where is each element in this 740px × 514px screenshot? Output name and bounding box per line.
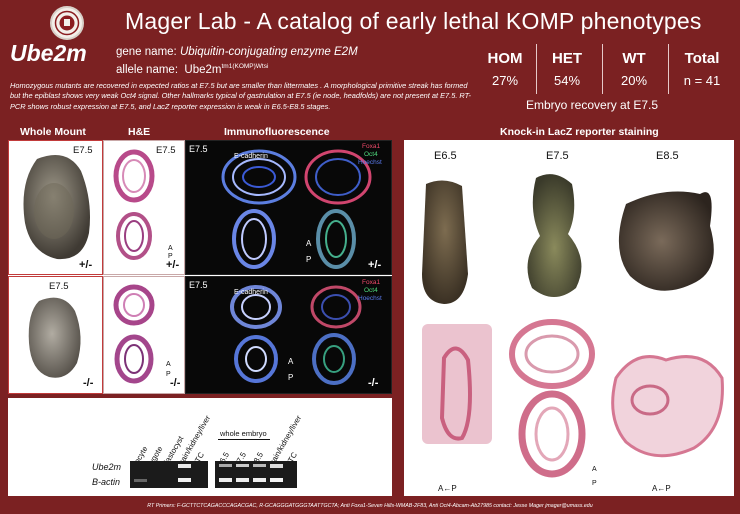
embryo-image-het [23, 155, 90, 260]
genotype-het: +/- [166, 259, 180, 271]
he-het-panel: E7.5 A P +/- [103, 140, 185, 275]
lacz-panel: E6.5 E7.5 E8.5 A←P A P A←P [404, 140, 734, 496]
gene-symbol: Ube2m [10, 40, 87, 66]
lacz-section-images [422, 319, 724, 478]
lacz-axis-ap: A←P [438, 484, 457, 493]
whole-mount-het-panel: E7.5 +/- [8, 140, 103, 275]
if-image-het [221, 149, 372, 269]
axis-a: A [166, 361, 171, 368]
lacz-axis-ap: A←P [652, 484, 671, 493]
ecadherin-label: E-cadherin [234, 289, 268, 296]
stage-label: E7.5 [49, 281, 69, 292]
foxa1-label: Foxa1 [362, 279, 381, 286]
stat-divider [668, 44, 669, 94]
stat-divider [536, 44, 537, 94]
stage-label: E7.5 [189, 144, 208, 154]
lacz-stage-e75: E7.5 [546, 150, 569, 162]
axis-p: P [168, 253, 173, 260]
gene-name: gene name: Ubiquitin-conjugating enzyme … [116, 46, 358, 58]
stat-hom: HOM 27% [487, 50, 523, 88]
allele-name: allele name: Ube2mtm1(KOMP)Wtsi [116, 63, 269, 76]
lacz-whole-mount-images [422, 174, 714, 304]
gel-image-left [130, 461, 208, 488]
lacz-axis-a: A [592, 466, 597, 473]
axis-a: A [288, 357, 294, 366]
embryo-image-hom [28, 297, 81, 378]
axis-p: P [288, 373, 294, 382]
lacz-stage-e85: E8.5 [656, 150, 679, 162]
lacz-stage-e65: E6.5 [434, 150, 457, 162]
gel-group-label: whole embryo [220, 429, 267, 438]
stat-total: Total n = 41 [683, 50, 721, 88]
gel-row-bactin: B-actin [92, 477, 121, 487]
heading-whole-mount: Whole Mount [20, 126, 86, 138]
gel-group-bracket [218, 439, 270, 440]
gel-row-ube2m: Ube2m [92, 462, 122, 472]
genotype-het: +/- [368, 259, 382, 271]
university-seal-icon [50, 6, 84, 40]
axis-p: P [166, 371, 171, 378]
he-section-image-het [113, 149, 155, 260]
genotype-hom: -/- [368, 377, 379, 389]
stat-wt: WT 20% [620, 50, 648, 88]
axis-a: A [168, 245, 173, 252]
oct4-label: Oct4 [364, 287, 378, 294]
if-image-hom [230, 285, 362, 385]
genotype-hom: -/- [170, 377, 181, 389]
if-het-panel: E7.5 E-cadherin Foxa1 Oct4 Hoechst A P +… [185, 140, 392, 275]
phenotype-description: Homozygous mutants are recovered in expe… [10, 81, 471, 111]
page-title: Mager Lab - A catalog of early lethal KO… [125, 8, 702, 34]
recovery-caption: Embryo recovery at E7.5 [526, 98, 659, 112]
footer-primers: RT Primers: F-GCTTCTCAGACCCAGACGAC, R-GC… [147, 503, 593, 509]
hoechst-label: Hoechst [358, 159, 382, 166]
lacz-axis-p: P [592, 480, 597, 487]
foxa1-label: Foxa1 [362, 143, 381, 150]
stat-divider [602, 44, 603, 94]
he-section-image-hom [113, 284, 155, 384]
whole-mount-hom-panel: E7.5 -/- [8, 276, 103, 394]
oct4-label: Oct4 [364, 151, 378, 158]
ecadherin-label: E-cadherin [234, 153, 268, 160]
stat-het: HET 54% [552, 50, 582, 88]
heading-he: H&E [128, 126, 151, 138]
genotype-het: +/- [79, 259, 93, 271]
he-hom-panel: A P -/- [103, 276, 185, 394]
rtpcr-gel-panel: oocyte zygote blastocyst brain/kidney/li… [8, 398, 392, 496]
axis-p: P [306, 255, 312, 264]
genotype-hom: -/- [83, 377, 94, 389]
heading-lacz: Knock-in LacZ reporter staining [500, 126, 659, 138]
if-hom-panel: E7.5 E-cadherin Foxa1 Oct4 Hoechst A P -… [185, 276, 392, 394]
gel-image-right [215, 461, 297, 488]
stage-label: E7.5 [189, 280, 208, 290]
axis-a: A [306, 239, 312, 248]
stage-label: E7.5 [73, 145, 93, 156]
heading-immunofluorescence: Immunofluorescence [224, 126, 330, 138]
stage-label: E7.5 [156, 145, 176, 156]
hoechst-label: Hoechst [358, 295, 382, 302]
